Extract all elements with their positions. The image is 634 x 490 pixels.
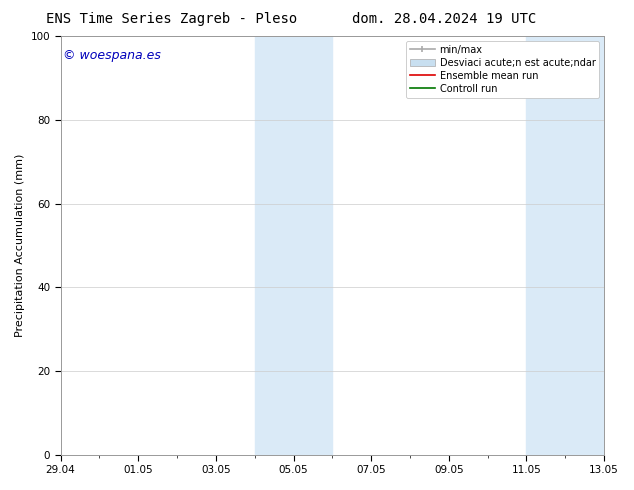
Bar [526, 36, 604, 455]
Text: dom. 28.04.2024 19 UTC: dom. 28.04.2024 19 UTC [352, 12, 536, 26]
Y-axis label: Precipitation Accumulation (mm): Precipitation Accumulation (mm) [15, 154, 25, 337]
Text: ENS Time Series Zagreb - Pleso: ENS Time Series Zagreb - Pleso [46, 12, 297, 26]
Text: © woespana.es: © woespana.es [63, 49, 161, 62]
Bar [255, 36, 332, 455]
Legend: min/max, Desviaci acute;n est acute;ndar, Ensemble mean run, Controll run: min/max, Desviaci acute;n est acute;ndar… [406, 41, 599, 98]
